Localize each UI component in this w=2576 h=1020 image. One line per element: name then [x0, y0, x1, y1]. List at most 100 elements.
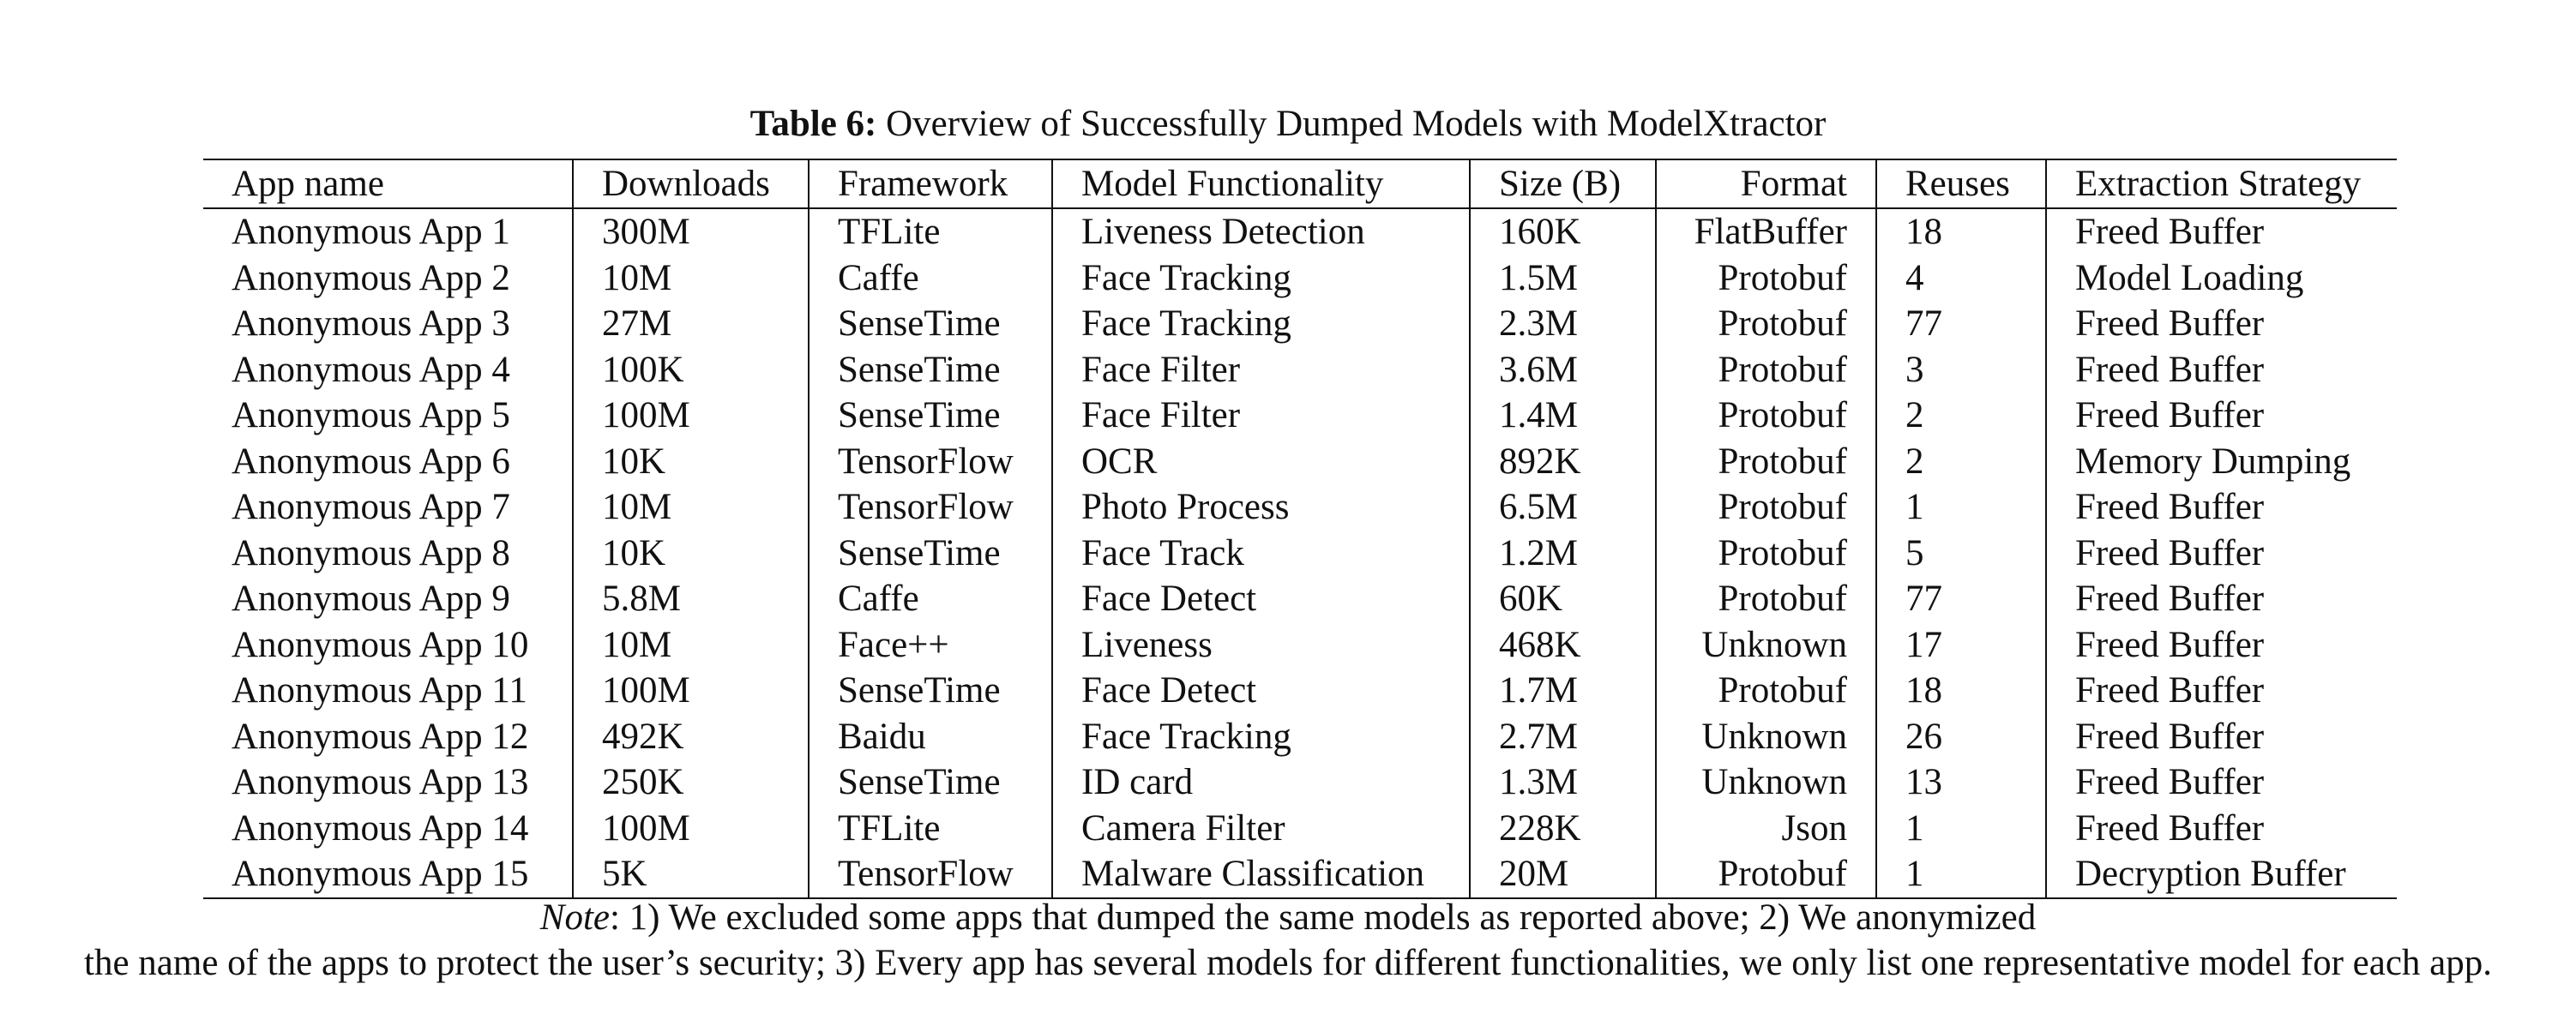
header-model-functionality: Model Functionality	[1051, 159, 1470, 208]
cell-size: 2.7M	[1469, 713, 1656, 759]
cell-reuses: 2	[1875, 438, 2046, 484]
cell-app-name: Anonymous App 8	[232, 532, 510, 573]
cell-framework: Caffe	[808, 576, 1052, 622]
cell-model-functionality: Face Tracking	[1051, 255, 1470, 301]
cell-model-functionality: Camera Filter	[1051, 805, 1470, 851]
cell-format: Protobuf	[1655, 530, 1876, 576]
cell-downloads: 10K	[572, 438, 809, 484]
cell-format: Protobuf	[1655, 346, 1876, 393]
table-row: Anonymous App 12 492K Baidu Face Tracking 2.…	[203, 713, 2397, 759]
cell-framework: SenseTime	[808, 301, 1052, 347]
cell-reuses: 5	[1875, 530, 2046, 576]
cell-downloads: 10M	[572, 255, 809, 301]
cell-size: 1.3M	[1469, 759, 1656, 806]
cell-app-name: Anonymous App 10	[232, 624, 529, 665]
cell-extraction-strategy: Model Loading	[2045, 255, 2397, 301]
cell-reuses: 4	[1875, 255, 2046, 301]
cell-framework: Face++	[808, 621, 1052, 668]
cell-reuses: 1	[1875, 805, 2046, 851]
cell-reuses: 18	[1875, 208, 2046, 255]
cell-app-name: Anonymous App 6	[232, 441, 510, 482]
cell-size: 1.5M	[1469, 255, 1656, 301]
cell-extraction-strategy: Memory Dumping	[2045, 438, 2397, 484]
cell-downloads: 27M	[572, 301, 809, 347]
cell-framework: SenseTime	[808, 346, 1052, 393]
cell-framework: SenseTime	[808, 668, 1052, 714]
cell-model-functionality: Face Tracking	[1051, 713, 1470, 759]
header-reuses: Reuses	[1875, 159, 2046, 208]
cell-model-functionality: Liveness	[1051, 621, 1470, 668]
table-row: Anonymous App 13 250K SenseTime ID card 1.3M…	[203, 759, 2397, 806]
cell-format: Protobuf	[1655, 301, 1876, 347]
cell-app-name: Anonymous App 15	[232, 854, 529, 895]
cell-extraction-strategy: Freed Buffer	[2045, 301, 2397, 347]
table-note-line-1: Note: 1) We excluded some apps that dump…	[0, 895, 2576, 941]
cell-size: 1.2M	[1469, 530, 1656, 576]
cell-downloads: 250K	[572, 759, 809, 806]
table-caption-label: Table 6:	[749, 104, 877, 144]
note-text-2: the name of the apps to protect the user…	[84, 943, 2492, 983]
cell-extraction-strategy: Freed Buffer	[2045, 530, 2397, 576]
table-row: Anonymous App 11 100M SenseTime Face Detect…	[203, 668, 2397, 714]
header-extraction-strategy: Extraction Strategy	[2045, 159, 2397, 208]
cell-reuses: 17	[1875, 621, 2046, 668]
cell-framework: TFLite	[808, 805, 1052, 851]
cell-model-functionality: Face Detect	[1051, 576, 1470, 622]
note-text-1: : 1) We excluded some apps that dumped t…	[609, 897, 2037, 938]
table-row: Anonymous App 4 100K SenseTime Face Filter 3…	[203, 346, 2397, 393]
cell-reuses: 3	[1875, 346, 2046, 393]
cell-format: Protobuf	[1655, 851, 1876, 898]
cell-app-name: Anonymous App 12	[232, 716, 529, 757]
cell-format: Protobuf	[1655, 668, 1876, 714]
table-row: Anonymous App 5 100M SenseTime Face Filter 1…	[203, 393, 2397, 439]
cell-size: 1.4M	[1469, 393, 1656, 439]
cell-downloads: 5.8M	[572, 576, 809, 622]
cell-size: 892K	[1469, 438, 1656, 484]
cell-framework: TensorFlow	[808, 484, 1052, 531]
cell-downloads: 492K	[572, 713, 809, 759]
cell-format: Json	[1655, 805, 1876, 851]
header-app-name: App name	[232, 164, 384, 204]
header-framework: Framework	[808, 159, 1052, 208]
cell-format: Protobuf	[1655, 393, 1876, 439]
header-downloads: Downloads	[572, 159, 809, 208]
cell-app-name: Anonymous App 7	[232, 487, 510, 528]
cell-model-functionality: Face Tracking	[1051, 301, 1470, 347]
cell-app-name: Anonymous App 4	[232, 349, 510, 390]
cell-framework: Caffe	[808, 255, 1052, 301]
cell-extraction-strategy: Freed Buffer	[2045, 346, 2397, 393]
cell-framework: Baidu	[808, 713, 1052, 759]
cell-framework: TensorFlow	[808, 851, 1052, 898]
cell-app-name: Anonymous App 14	[232, 807, 529, 849]
cell-extraction-strategy: Freed Buffer	[2045, 668, 2397, 714]
cell-extraction-strategy: Freed Buffer	[2045, 805, 2397, 851]
cell-downloads: 300M	[572, 208, 809, 255]
cell-extraction-strategy: Freed Buffer	[2045, 484, 2397, 531]
note-label: Note	[539, 897, 610, 938]
cell-size: 1.7M	[1469, 668, 1656, 714]
cell-extraction-strategy: Freed Buffer	[2045, 576, 2397, 622]
cell-app-name: Anonymous App 11	[232, 670, 527, 711]
cell-downloads: 10M	[572, 621, 809, 668]
cell-app-name: Anonymous App 9	[232, 579, 510, 620]
table-note-line-2: the name of the apps to protect the user…	[0, 940, 2576, 987]
cell-size: 160K	[1469, 208, 1656, 255]
header-format: Format	[1655, 159, 1876, 208]
cell-size: 60K	[1469, 576, 1656, 622]
cell-model-functionality: Photo Process	[1051, 484, 1470, 531]
table-header-row: App name Downloads Framework Model Funct…	[203, 159, 2397, 208]
cell-app-name: Anonymous App 3	[232, 303, 510, 345]
table-row: Anonymous App 2 10M Caffe Face Tracking 1.5M…	[203, 255, 2397, 301]
cell-extraction-strategy: Freed Buffer	[2045, 713, 2397, 759]
cell-app-name: Anonymous App 13	[232, 762, 529, 803]
cell-extraction-strategy: Decryption Buffer	[2045, 851, 2397, 898]
cell-model-functionality: Liveness Detection	[1051, 208, 1470, 255]
cell-reuses: 2	[1875, 393, 2046, 439]
cell-framework: SenseTime	[808, 393, 1052, 439]
cell-extraction-strategy: Freed Buffer	[2045, 621, 2397, 668]
cell-app-name: Anonymous App 1	[232, 212, 510, 253]
cell-size: 20M	[1469, 851, 1656, 898]
header-size: Size (B)	[1469, 159, 1656, 208]
cell-app-name: Anonymous App 2	[232, 257, 510, 298]
cell-model-functionality: Face Track	[1051, 530, 1470, 576]
